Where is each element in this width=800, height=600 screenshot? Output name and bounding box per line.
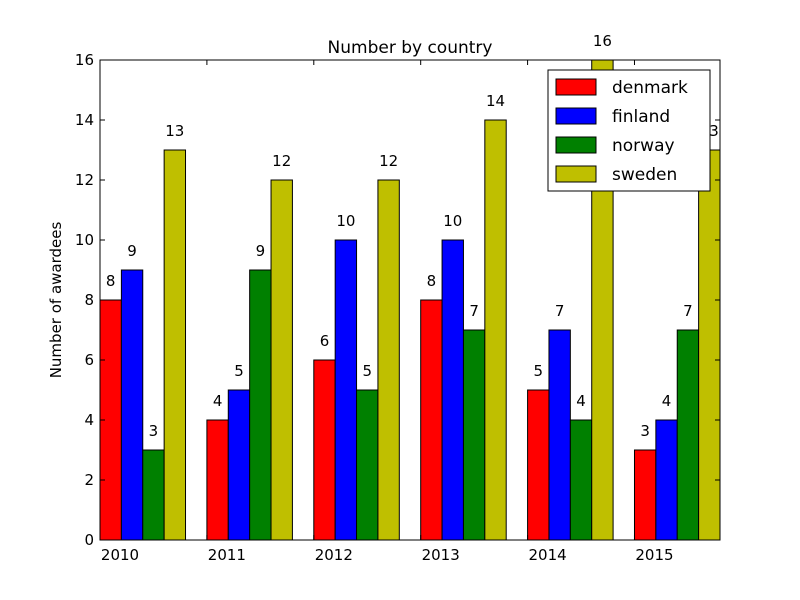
- value-label-denmark-2011: 4: [213, 392, 223, 410]
- x-tick-label: 2015: [635, 546, 673, 564]
- value-label-finland-2014: 7: [555, 302, 565, 320]
- bar-norway-2014: [569, 419, 593, 541]
- bar-denmark-2011: [206, 419, 229, 541]
- value-label-finland-2010: 9: [127, 242, 137, 260]
- value-label-sweden-2012: 12: [379, 152, 398, 170]
- value-label-norway-2014: 4: [576, 392, 586, 410]
- bar-norway-2013: [462, 329, 486, 541]
- value-label-sweden-2014: 16: [593, 32, 612, 50]
- value-label-finland-2013: 10: [443, 212, 462, 230]
- legend-swatch-norway: [555, 136, 597, 154]
- value-label-denmark-2013: 8: [427, 272, 437, 290]
- bar-finland-2012: [334, 239, 358, 541]
- value-label-norway-2010: 3: [149, 422, 159, 440]
- bar-norway-2010: [142, 449, 165, 541]
- y-tick-label: 16: [75, 51, 94, 69]
- value-label-denmark-2010: 8: [106, 272, 116, 290]
- legend: denmark finland norway sweden: [547, 69, 711, 192]
- value-labels-group: 84685395101074395747131212141613: [106, 32, 719, 440]
- value-label-finland-2011: 5: [234, 362, 244, 380]
- value-label-denmark-2012: 6: [320, 332, 330, 350]
- bar-norway-2015: [676, 329, 700, 541]
- legend-label-sweden: sweden: [612, 165, 677, 185]
- legend-label-denmark: denmark: [612, 78, 688, 98]
- y-tick-label: 10: [75, 231, 94, 249]
- y-tick-label: 6: [84, 351, 94, 369]
- y-axis-label: Number of awardees: [47, 222, 65, 379]
- x-tick-label: 2010: [101, 546, 139, 564]
- chart-title: Number by country: [328, 38, 493, 58]
- bar-norway-2011: [249, 269, 272, 541]
- value-label-denmark-2014: 5: [534, 362, 544, 380]
- bar-norway-2012: [356, 389, 379, 541]
- value-label-finland-2012: 10: [336, 212, 355, 230]
- bar-sweden-2015: [698, 149, 721, 541]
- bar-denmark-2015: [633, 449, 657, 541]
- bar-denmark-2013: [420, 299, 443, 541]
- bar-finland-2011: [227, 389, 251, 541]
- legend-swatch-denmark: [555, 78, 597, 96]
- bar-sweden-2013: [484, 119, 507, 541]
- bar-sweden-2010: [163, 149, 187, 541]
- bars-group: [99, 59, 721, 541]
- x-tick-label: 2013: [422, 546, 460, 564]
- y-tick-label: 12: [75, 171, 94, 189]
- value-label-norway-2013: 7: [469, 302, 479, 320]
- x-tick-label: 2014: [528, 546, 566, 564]
- legend-swatch-finland: [555, 107, 597, 125]
- value-label-norway-2012: 5: [362, 362, 372, 380]
- x-tick-label: 2011: [208, 546, 246, 564]
- value-label-denmark-2015: 3: [640, 422, 650, 440]
- value-label-sweden-2011: 12: [272, 152, 291, 170]
- value-label-finland-2015: 4: [662, 392, 672, 410]
- y-tick-label: 14: [75, 111, 94, 129]
- value-label-norway-2015: 7: [683, 302, 693, 320]
- y-tick-label: 8: [84, 291, 94, 309]
- bar-finland-2013: [441, 239, 464, 541]
- y-tick-label: 4: [84, 411, 94, 429]
- x-axis-ticks: 2010 2011 2012 2013 2014 2015: [99, 60, 674, 564]
- x-tick-label: 2012: [315, 546, 353, 564]
- bar-denmark-2012: [313, 359, 336, 541]
- value-label-sweden-2010: 13: [165, 122, 184, 140]
- y-axis-ticks: 0 2 4 6 8 10 12 14 16: [75, 51, 720, 549]
- legend-swatch-sweden: [555, 165, 597, 183]
- bar-sweden-2012: [377, 179, 400, 541]
- value-label-norway-2011: 9: [256, 242, 266, 260]
- value-label-sweden-2013: 14: [486, 92, 505, 110]
- bar-finland-2010: [120, 269, 144, 541]
- bar-finland-2015: [655, 419, 678, 541]
- bar-denmark-2014: [527, 389, 550, 541]
- bar-finland-2014: [548, 329, 571, 541]
- legend-label-finland: finland: [612, 107, 670, 127]
- y-tick-label: 0: [84, 531, 94, 549]
- y-tick-label: 2: [84, 471, 94, 489]
- legend-label-norway: norway: [612, 136, 675, 156]
- bar-sweden-2011: [270, 179, 293, 541]
